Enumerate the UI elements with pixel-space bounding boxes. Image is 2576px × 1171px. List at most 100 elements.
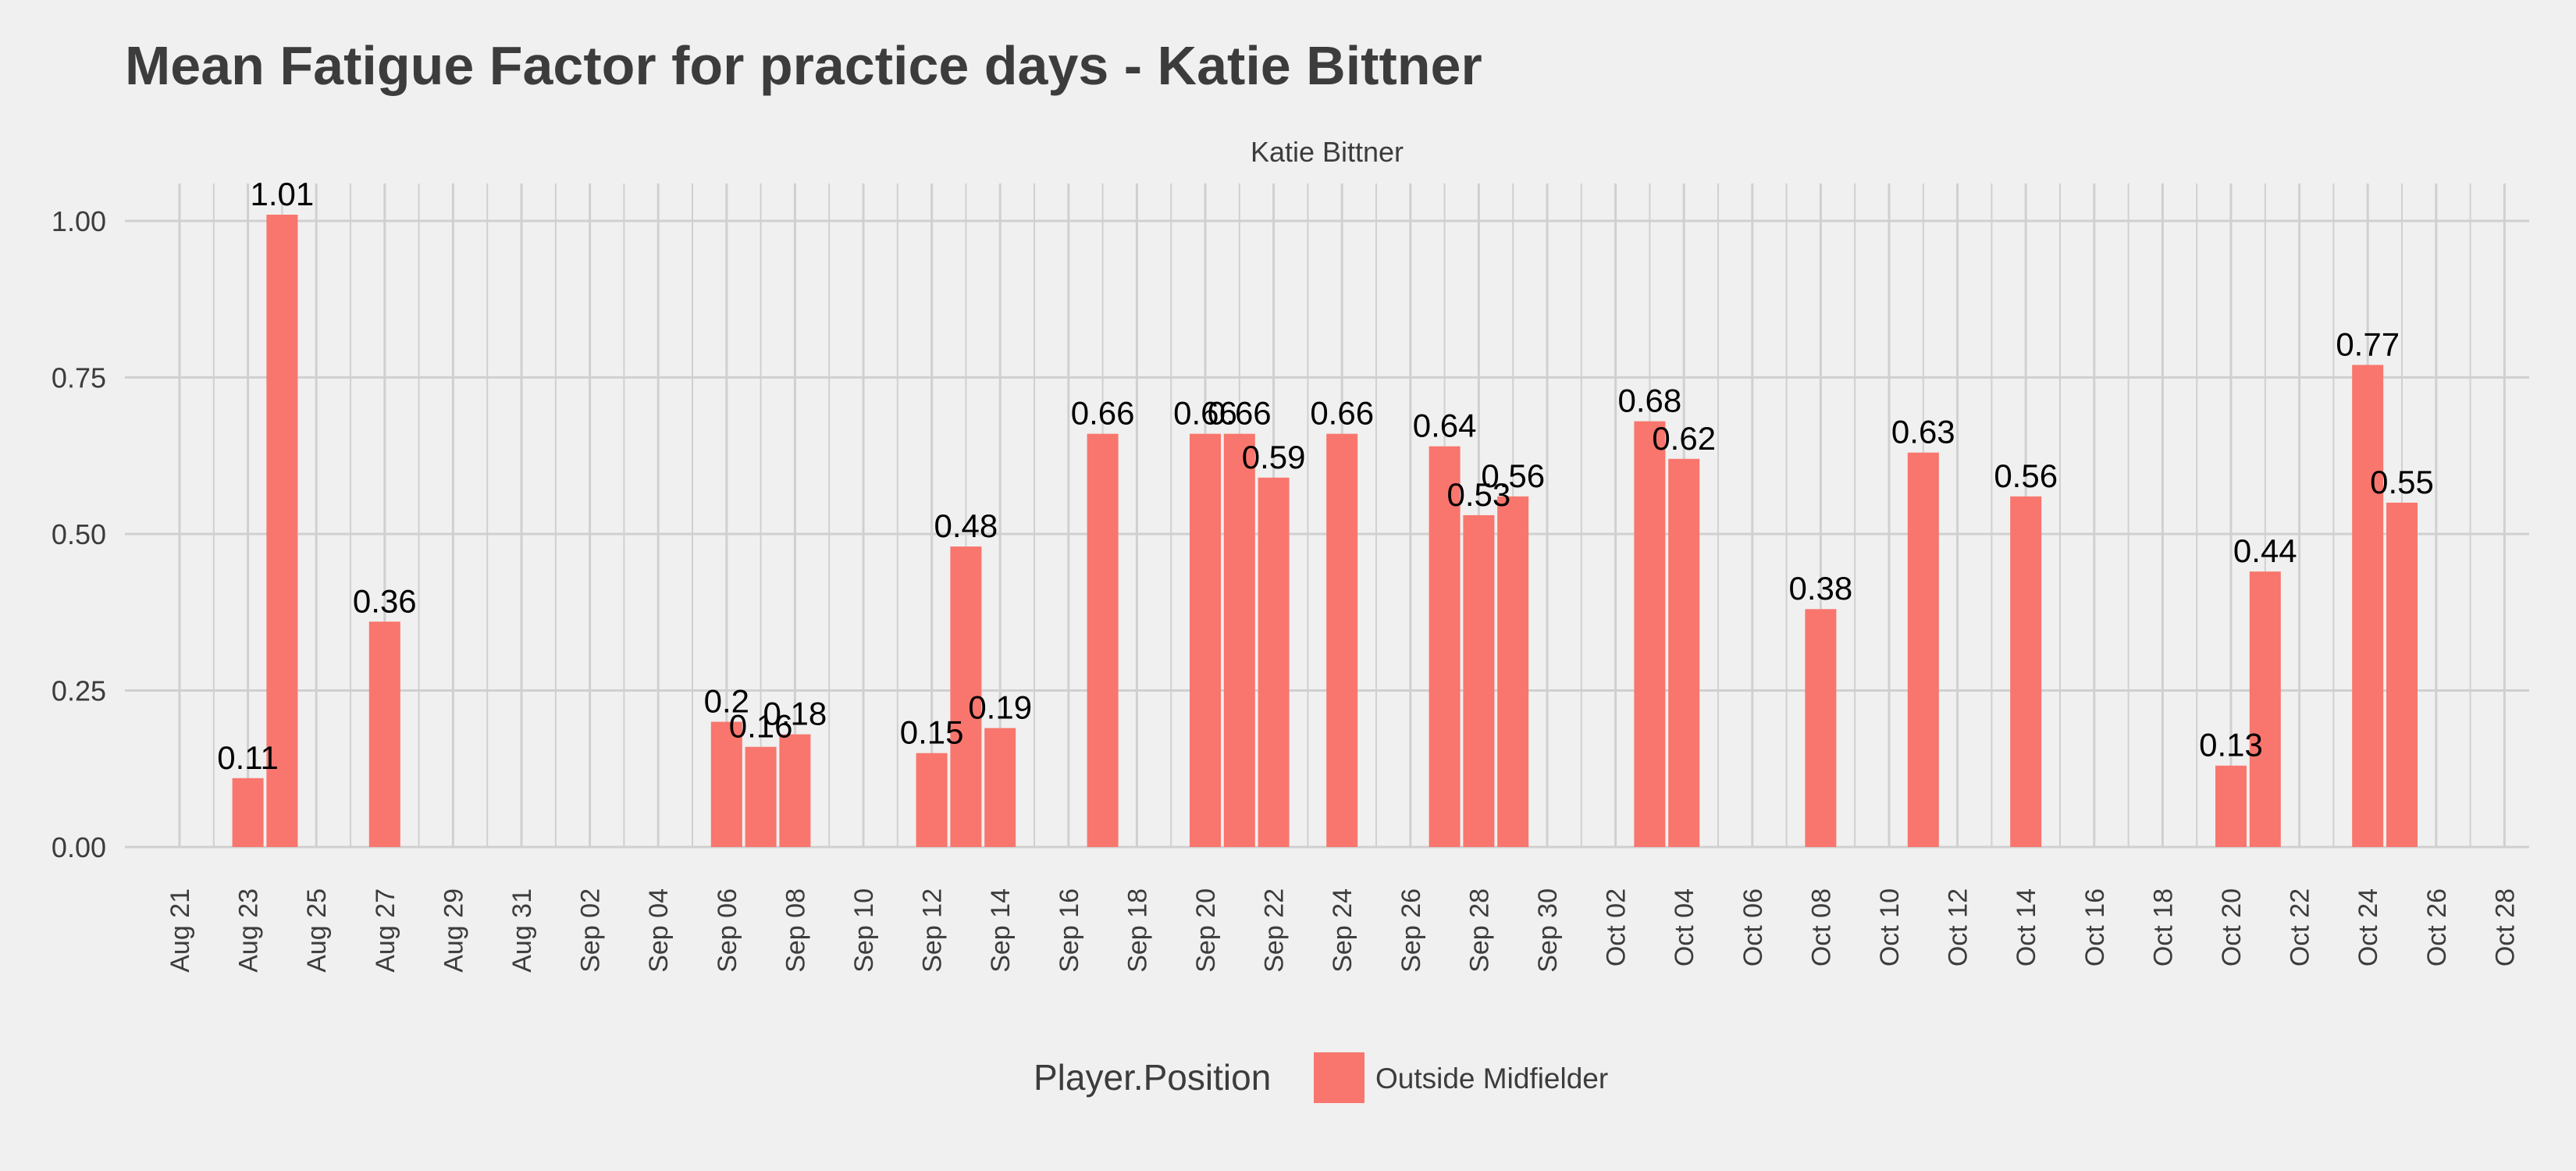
x-tick-label: Aug 25 xyxy=(302,888,332,973)
bar-value-label: 0.53 xyxy=(1447,476,1511,513)
bar-value-label: 0.77 xyxy=(2336,326,2400,362)
bar-value-label: 0.11 xyxy=(217,739,279,776)
x-tick-label: Oct 14 xyxy=(2012,888,2041,966)
bar xyxy=(2249,571,2281,847)
x-tick-label: Sep 20 xyxy=(1191,888,1221,973)
bar-value-label: 0.18 xyxy=(763,696,827,732)
x-tick-label: Oct 12 xyxy=(1944,888,1973,966)
legend-entry-label: Outside Midfielder xyxy=(1375,1062,1608,1094)
x-tick-label: Aug 31 xyxy=(507,888,537,973)
bar xyxy=(1805,609,1837,847)
x-tick-label: Oct 20 xyxy=(2217,888,2247,966)
bar-value-label: 1.01 xyxy=(251,176,315,212)
bar xyxy=(950,546,982,847)
bar xyxy=(1634,421,1666,847)
bar-value-label: 0.55 xyxy=(2370,464,2434,500)
bar-value-label: 0.66 xyxy=(1310,395,1374,432)
x-tick-label: Oct 08 xyxy=(1806,888,1836,966)
bar xyxy=(745,746,777,847)
x-tick-label: Sep 28 xyxy=(1464,888,1494,973)
x-tick-label: Sep 12 xyxy=(918,888,948,973)
x-tick-label: Sep 24 xyxy=(1328,888,1357,973)
x-tick-label: Oct 16 xyxy=(2080,888,2110,966)
bar-value-label: 0.19 xyxy=(968,689,1032,726)
x-tick-label: Oct 28 xyxy=(2490,888,2520,966)
bar xyxy=(1497,496,1529,847)
bar-value-label: 0.59 xyxy=(1242,439,1306,475)
bar xyxy=(1907,452,1939,847)
bar-value-label: 0.66 xyxy=(1173,395,1237,432)
x-tick-label: Aug 29 xyxy=(439,888,468,973)
bar xyxy=(2215,765,2247,847)
bar-value-label: 0.66 xyxy=(1071,395,1135,432)
legend: Player.Position Outside Midfielder xyxy=(1034,1052,1608,1103)
bar-value-label: 0.15 xyxy=(900,714,964,751)
y-axis-tick-labels: 0.00 0.25 0.50 0.75 1.00 xyxy=(52,205,106,863)
bar xyxy=(1668,458,1700,847)
y-tick-label: 0.25 xyxy=(52,675,106,707)
x-tick-label: Sep 26 xyxy=(1397,888,1426,973)
x-tick-label: Sep 22 xyxy=(1260,888,1290,973)
x-axis-tick-labels: Aug 21 Aug 23 Aug 25 Aug 27 Aug 29 Aug 31 Sep … xyxy=(165,888,2520,973)
bar xyxy=(779,734,811,847)
x-tick-label: Oct 24 xyxy=(2354,888,2383,966)
y-tick-label: 0.50 xyxy=(52,518,106,550)
x-tick-label: Sep 14 xyxy=(986,888,1016,973)
chart-subtitle: Katie Bittner xyxy=(1251,136,1404,168)
bar-value-label: 0.56 xyxy=(1994,457,2058,494)
x-tick-label: Oct 26 xyxy=(2422,888,2452,966)
x-tick-label: Oct 10 xyxy=(1875,888,1905,966)
legend-title: Player.Position xyxy=(1034,1057,1271,1098)
x-tick-label: Sep 02 xyxy=(576,888,606,973)
bar-value-label: 0.56 xyxy=(1481,457,1545,494)
bar-value-label: 0.62 xyxy=(1652,420,1716,457)
bar xyxy=(1258,477,1290,847)
x-tick-label: Oct 18 xyxy=(2148,888,2178,966)
x-tick-label: Oct 02 xyxy=(1602,888,1631,966)
bar xyxy=(984,728,1016,847)
bar-value-label: 0.68 xyxy=(1618,383,1682,419)
x-tick-label: Sep 08 xyxy=(781,888,810,973)
bar xyxy=(2386,502,2418,847)
chart-title: Mean Fatigue Factor for practice days - … xyxy=(125,35,1482,96)
x-tick-label: Sep 06 xyxy=(713,888,742,973)
x-tick-label: Oct 22 xyxy=(2286,888,2315,966)
bar xyxy=(1087,433,1119,847)
bar-value-label: 0.44 xyxy=(2233,532,2297,569)
bar xyxy=(2010,496,2042,847)
bar xyxy=(916,753,948,847)
bar-value-label: 0.64 xyxy=(1413,408,1477,444)
data-labels: 0.111.010.360.20.160.180.150.480.190.66 0… xyxy=(217,176,2434,776)
bar-value-label: 0.16 xyxy=(729,708,793,745)
y-tick-label: 0.75 xyxy=(52,362,106,394)
legend-swatch xyxy=(1314,1052,1364,1103)
bar-value-label: 0.38 xyxy=(1789,570,1853,607)
y-tick-label: 1.00 xyxy=(52,205,106,237)
x-tick-label: Aug 23 xyxy=(234,888,264,973)
bar-value-label: 0.36 xyxy=(353,582,417,619)
bar xyxy=(2352,365,2384,848)
x-tick-label: Sep 04 xyxy=(644,888,674,973)
x-tick-label: Sep 30 xyxy=(1533,888,1563,973)
plot-area: 0.111.010.360.20.160.180.150.480.190.66 0… xyxy=(52,176,2529,973)
bar xyxy=(1429,446,1461,847)
bar xyxy=(710,721,742,847)
bar xyxy=(1190,433,1221,847)
bars xyxy=(232,214,2418,848)
x-tick-label: Sep 10 xyxy=(849,888,879,973)
bar xyxy=(1463,514,1495,847)
bar-value-label: 0.2 xyxy=(704,683,749,720)
bar-value-label: 0.63 xyxy=(1891,414,1955,450)
x-tick-label: Aug 27 xyxy=(371,888,400,973)
bar-value-label: 0.13 xyxy=(2199,727,2263,763)
bar xyxy=(368,621,400,847)
bar xyxy=(1326,433,1358,847)
x-tick-label: Sep 18 xyxy=(1123,888,1152,973)
bar-value-label: 0.66 xyxy=(1208,395,1272,432)
x-tick-label: Sep 16 xyxy=(1055,888,1084,973)
bar-value-label: 0.48 xyxy=(934,507,998,544)
bar xyxy=(1223,433,1255,847)
x-tick-label: Oct 06 xyxy=(1738,888,1768,966)
y-tick-label: 0.00 xyxy=(52,831,106,863)
